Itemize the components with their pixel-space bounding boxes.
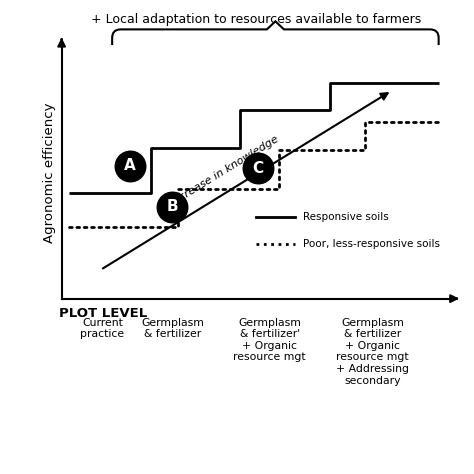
- Text: C: C: [252, 161, 264, 176]
- Text: A: A: [124, 158, 136, 173]
- Text: Increase in knowledge: Increase in knowledge: [168, 134, 280, 208]
- Text: Germplasm
& fertilizer: Germplasm & fertilizer: [141, 318, 204, 339]
- Text: Germplasm
& fertilizer
+ Organic
resource mgt
+ Addressing
secondary: Germplasm & fertilizer + Organic resourc…: [336, 318, 409, 385]
- Text: Germplasm
& fertilizer'
+ Organic
resource mgt: Germplasm & fertilizer' + Organic resour…: [233, 318, 306, 363]
- Text: + Local adaptation to resources available to farmers: + Local adaptation to resources availabl…: [91, 13, 421, 26]
- Text: Current
practice: Current practice: [81, 318, 125, 339]
- Y-axis label: Agronomic efficiency: Agronomic efficiency: [43, 103, 56, 243]
- Text: Responsive soils: Responsive soils: [302, 212, 388, 222]
- Text: B: B: [166, 199, 178, 214]
- Text: PLOT LEVEL: PLOT LEVEL: [59, 307, 147, 320]
- Text: Poor, less-responsive soils: Poor, less-responsive soils: [302, 238, 439, 248]
